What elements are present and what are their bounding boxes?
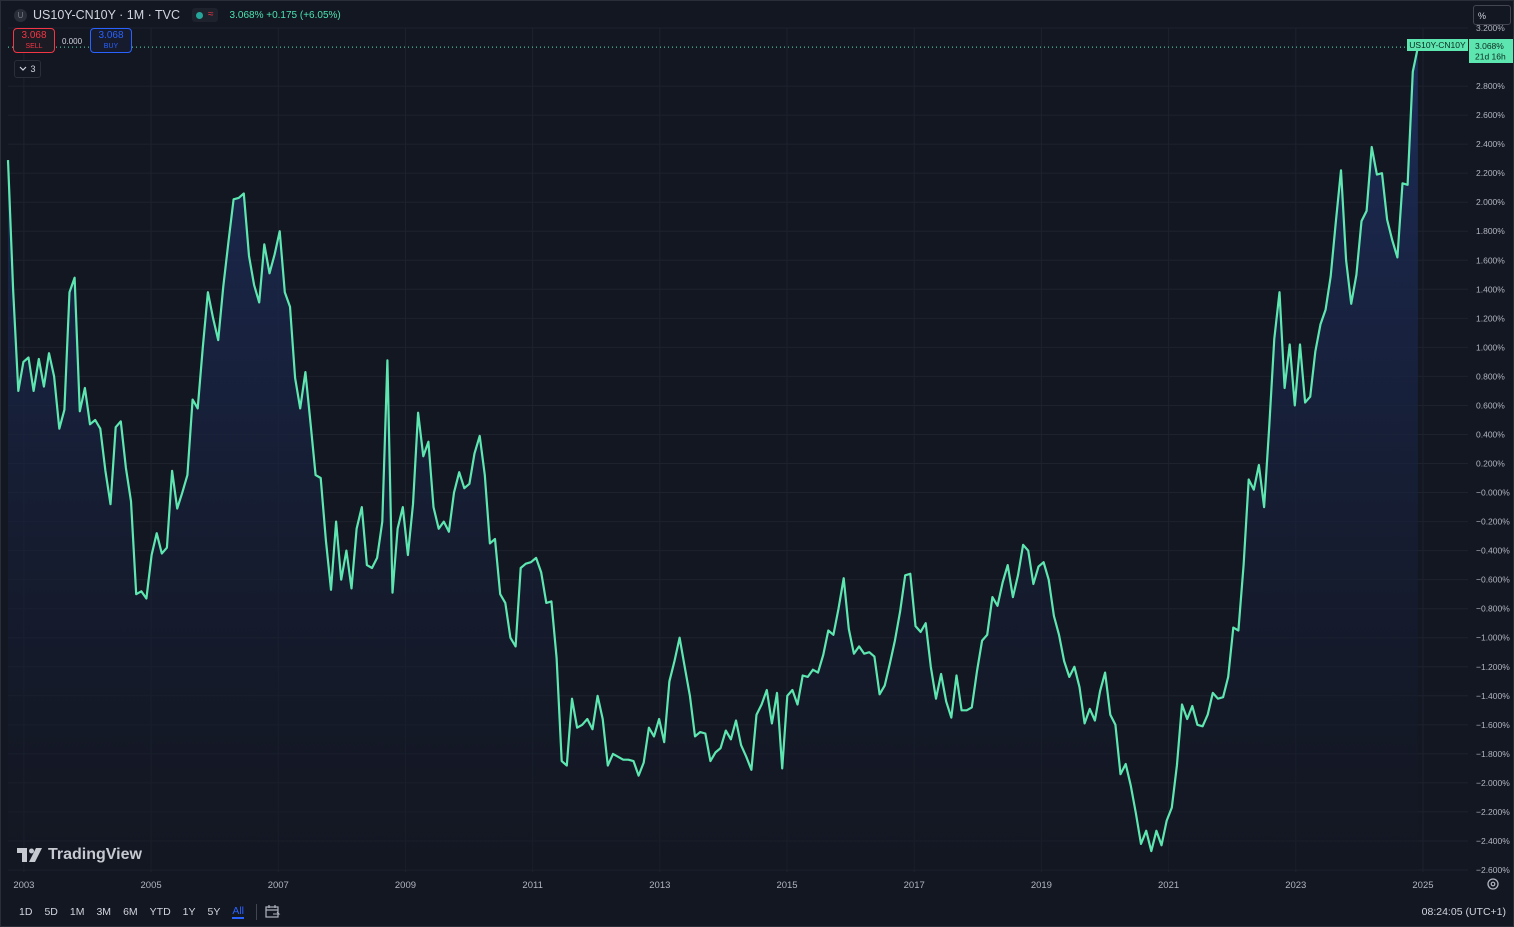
y-tick-label: 1.400%	[1476, 284, 1505, 294]
time-axis: 2003 2005 2007 2009 2011 2013 2015 2017 2019 2021…	[13, 880, 1433, 891]
range-3m[interactable]: 3M	[96, 906, 112, 918]
y-tick-label: 0.200%	[1476, 459, 1505, 469]
price-axis: 3.200% 2.800% 2.600% 2.400% 2.200% 2.000% 1.80…	[1476, 23, 1510, 875]
x-tick-label: 2007	[268, 880, 289, 891]
indicators-count: 3	[30, 64, 36, 74]
data-delay-icon: ≈	[208, 9, 214, 20]
range-6m[interactable]: 6M	[123, 906, 138, 918]
x-tick-label: 2025	[1412, 880, 1433, 891]
calendar-goto-icon[interactable]	[265, 905, 281, 919]
y-tick-label: −1.600%	[1476, 720, 1510, 730]
y-tick-label: −0.400%	[1476, 546, 1510, 556]
toolbar-divider	[256, 904, 258, 920]
price-axis-tag	[1469, 39, 1513, 63]
y-tick-label: 2.800%	[1476, 81, 1505, 91]
x-tick-label: 2009	[395, 880, 416, 891]
range-1y[interactable]: 1Y	[182, 906, 196, 918]
range-5y[interactable]: 5Y	[207, 906, 221, 918]
y-tick-label: −1.200%	[1476, 662, 1510, 672]
tradingview-logo-icon	[17, 848, 42, 862]
y-tick-label: −1.800%	[1476, 749, 1510, 759]
x-tick-label: 2015	[776, 880, 797, 891]
spread-value: 0.000	[62, 37, 83, 46]
y-tick-label: 2.400%	[1476, 139, 1505, 149]
sell-button[interactable]: 3.068 SELL	[13, 28, 55, 53]
x-tick-label: 2019	[1031, 880, 1052, 891]
range-ytd[interactable]: YTD	[149, 906, 171, 918]
symbol-logo[interactable]: U	[14, 8, 27, 22]
y-tick-label: −0.600%	[1476, 575, 1510, 585]
range-all[interactable]: All	[232, 905, 245, 919]
chevron-down-icon	[20, 66, 27, 71]
y-tick-label: 0.800%	[1476, 371, 1505, 381]
y-tick-label: 2.000%	[1476, 197, 1505, 207]
tradingview-watermark: TradingView	[17, 846, 142, 864]
y-tick-label: −0.000%	[1476, 488, 1510, 498]
series-area-fill	[8, 47, 1418, 870]
indicators-toggle[interactable]: 3	[14, 60, 41, 78]
x-tick-label: 2003	[13, 880, 34, 891]
y-tick-label: −1.000%	[1476, 633, 1510, 643]
price-axis-tag-value: 3.068%	[1475, 41, 1504, 51]
y-tick-label: −2.200%	[1476, 807, 1510, 817]
y-tick-label: 0.600%	[1476, 400, 1505, 410]
y-tick-label: 1.800%	[1476, 226, 1505, 236]
range-5d[interactable]: 5D	[44, 906, 58, 918]
x-tick-label: 2017	[904, 880, 925, 891]
quote-change: 3.068% +0.175 (+6.05%)	[229, 9, 341, 21]
bottom-toolbar: 1D 5D 1M 3M 6M YTD 1Y 5Y All 08:24:05 (U…	[0, 899, 1512, 925]
market-status[interactable]: ≈	[192, 8, 218, 22]
settings-gear-icon[interactable]	[1486, 877, 1500, 891]
price-axis-tag-countdown: 21d 16h	[1475, 52, 1506, 62]
y-tick-label: 0.400%	[1476, 429, 1505, 439]
buy-price: 3.068	[98, 29, 124, 41]
buy-label: BUY	[103, 42, 119, 50]
y-tick-label: 2.600%	[1476, 110, 1505, 120]
sell-price: 3.068	[21, 29, 47, 41]
y-tick-label: −0.200%	[1476, 517, 1510, 527]
symbol-title[interactable]: US10Y-CN10Y · 1M · TVC	[33, 8, 181, 22]
y-tick-label: 2.200%	[1476, 168, 1505, 178]
y-tick-label: −2.600%	[1476, 865, 1510, 875]
percent-scale-button[interactable]: %	[1473, 5, 1511, 25]
y-tick-label: −1.400%	[1476, 691, 1510, 701]
buy-button[interactable]: 3.068 BUY	[90, 28, 132, 53]
clock-timezone[interactable]: 08:24:05 (UTC+1)	[1421, 906, 1506, 918]
x-tick-label: 2005	[141, 880, 162, 891]
x-tick-label: 2021	[1158, 880, 1179, 891]
x-tick-label: 2011	[522, 880, 542, 891]
y-tick-label: 3.200%	[1476, 23, 1505, 33]
market-open-icon	[196, 11, 204, 19]
sell-label: SELL	[25, 42, 43, 50]
symbol-header: U US10Y-CN10Y · 1M · TVC ≈ 3.068% +0.175…	[14, 7, 341, 23]
series-name-tag	[1407, 39, 1468, 51]
last-price-tag: US10Y-CN10Y 3.068% 21d 16h	[1407, 39, 1513, 63]
range-1m[interactable]: 1M	[69, 906, 85, 918]
series-line	[6, 46, 1419, 853]
y-tick-label: −2.000%	[1476, 778, 1510, 788]
watermark-text: TradingView	[48, 846, 142, 863]
series-name-tag-label: US10Y-CN10Y	[1409, 40, 1466, 50]
y-tick-label: 1.200%	[1476, 313, 1505, 323]
y-tick-label: 1.000%	[1476, 342, 1505, 352]
range-1d[interactable]: 1D	[19, 906, 33, 918]
y-tick-label: 1.600%	[1476, 255, 1505, 265]
y-tick-label: −0.800%	[1476, 604, 1510, 614]
x-tick-label: 2023	[1285, 880, 1306, 891]
y-tick-label: −2.400%	[1476, 836, 1510, 846]
x-tick-label: 2013	[649, 880, 670, 891]
